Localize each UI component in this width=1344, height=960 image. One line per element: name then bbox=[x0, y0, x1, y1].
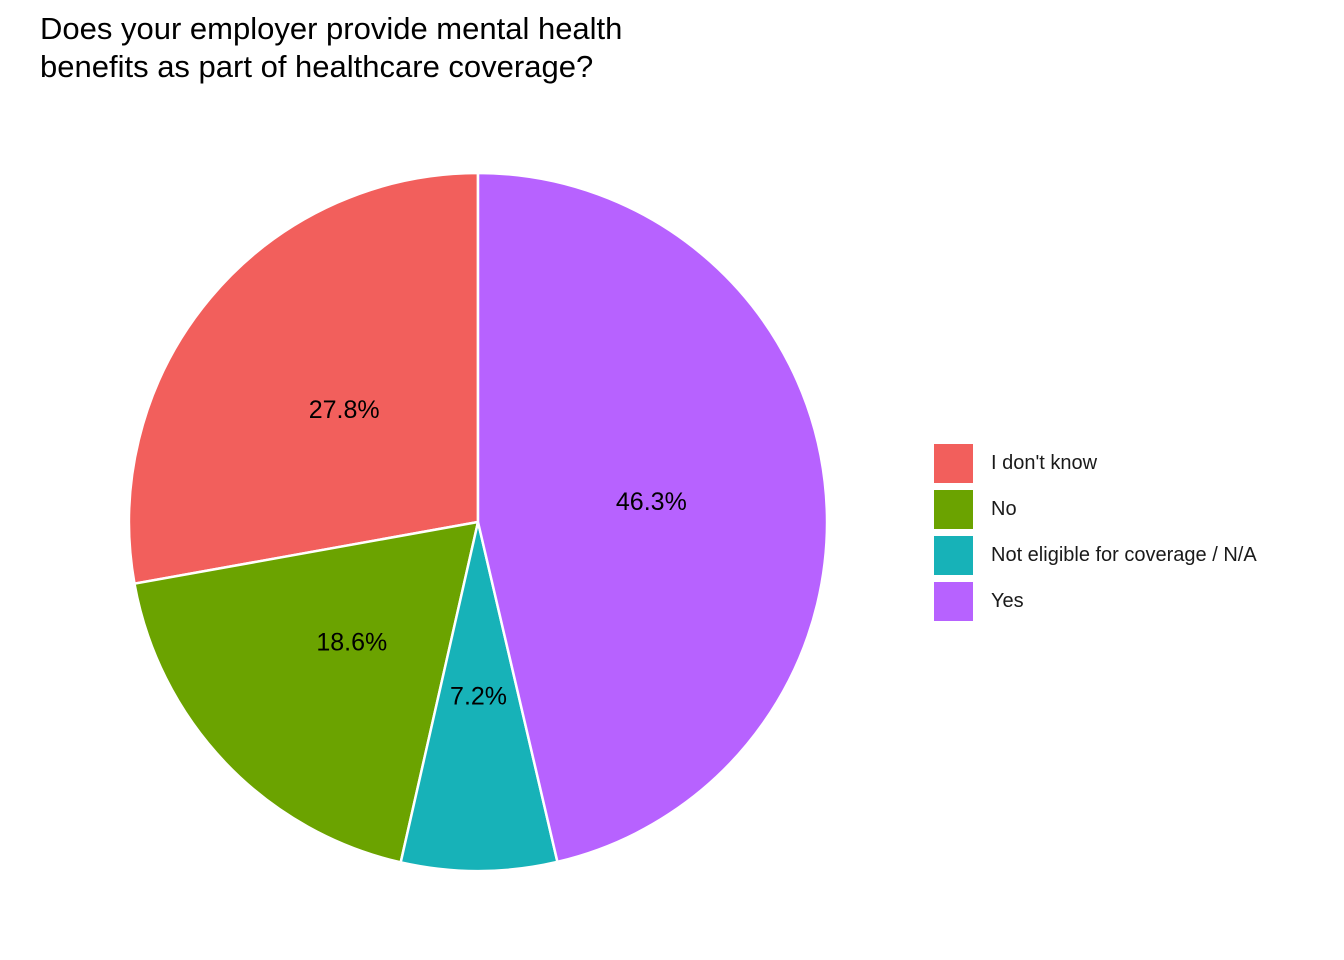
legend-item-no: No bbox=[934, 486, 1257, 532]
pie-label-not-eligible: 7.2% bbox=[450, 682, 507, 710]
legend-swatch-yes bbox=[934, 581, 973, 621]
pie-slice-no bbox=[133, 520, 480, 864]
legend-item-i-dont-know: I don't know bbox=[934, 440, 1257, 486]
pie-slices bbox=[127, 171, 829, 873]
legend-label-no: No bbox=[991, 497, 1017, 520]
legend-swatch-not-eligible bbox=[934, 535, 973, 575]
pie-slice-yes bbox=[476, 171, 829, 864]
chart-title-line-1: Does your employer provide mental health bbox=[40, 11, 623, 46]
legend: I don't know No Not eligible for coverag… bbox=[934, 440, 1257, 624]
chart-title: Does your employer provide mental health… bbox=[40, 10, 940, 86]
pie-slice-i-dont-know bbox=[127, 171, 480, 586]
legend-label-not-eligible: Not eligible for coverage / N/A bbox=[991, 543, 1257, 566]
pie-label-yes: 46.3% bbox=[616, 488, 687, 516]
legend-swatch-no bbox=[934, 489, 973, 529]
pie-labels: 27.8% 18.6% 7.2% 46.3% bbox=[309, 396, 687, 710]
pie-label-i-dont-know: 27.8% bbox=[309, 396, 380, 424]
legend-label-i-dont-know: I don't know bbox=[991, 451, 1098, 474]
pie-slice-not-eligible bbox=[399, 521, 559, 873]
legend-label-yes: Yes bbox=[991, 589, 1024, 612]
chart-title-line-2: benefits as part of healthcare coverage? bbox=[40, 49, 594, 84]
pie-label-no: 18.6% bbox=[316, 629, 387, 657]
legend-item-not-eligible: Not eligible for coverage / N/A bbox=[934, 532, 1257, 578]
legend-swatch-i-dont-know bbox=[934, 443, 973, 483]
legend-item-yes: Yes bbox=[934, 578, 1257, 624]
